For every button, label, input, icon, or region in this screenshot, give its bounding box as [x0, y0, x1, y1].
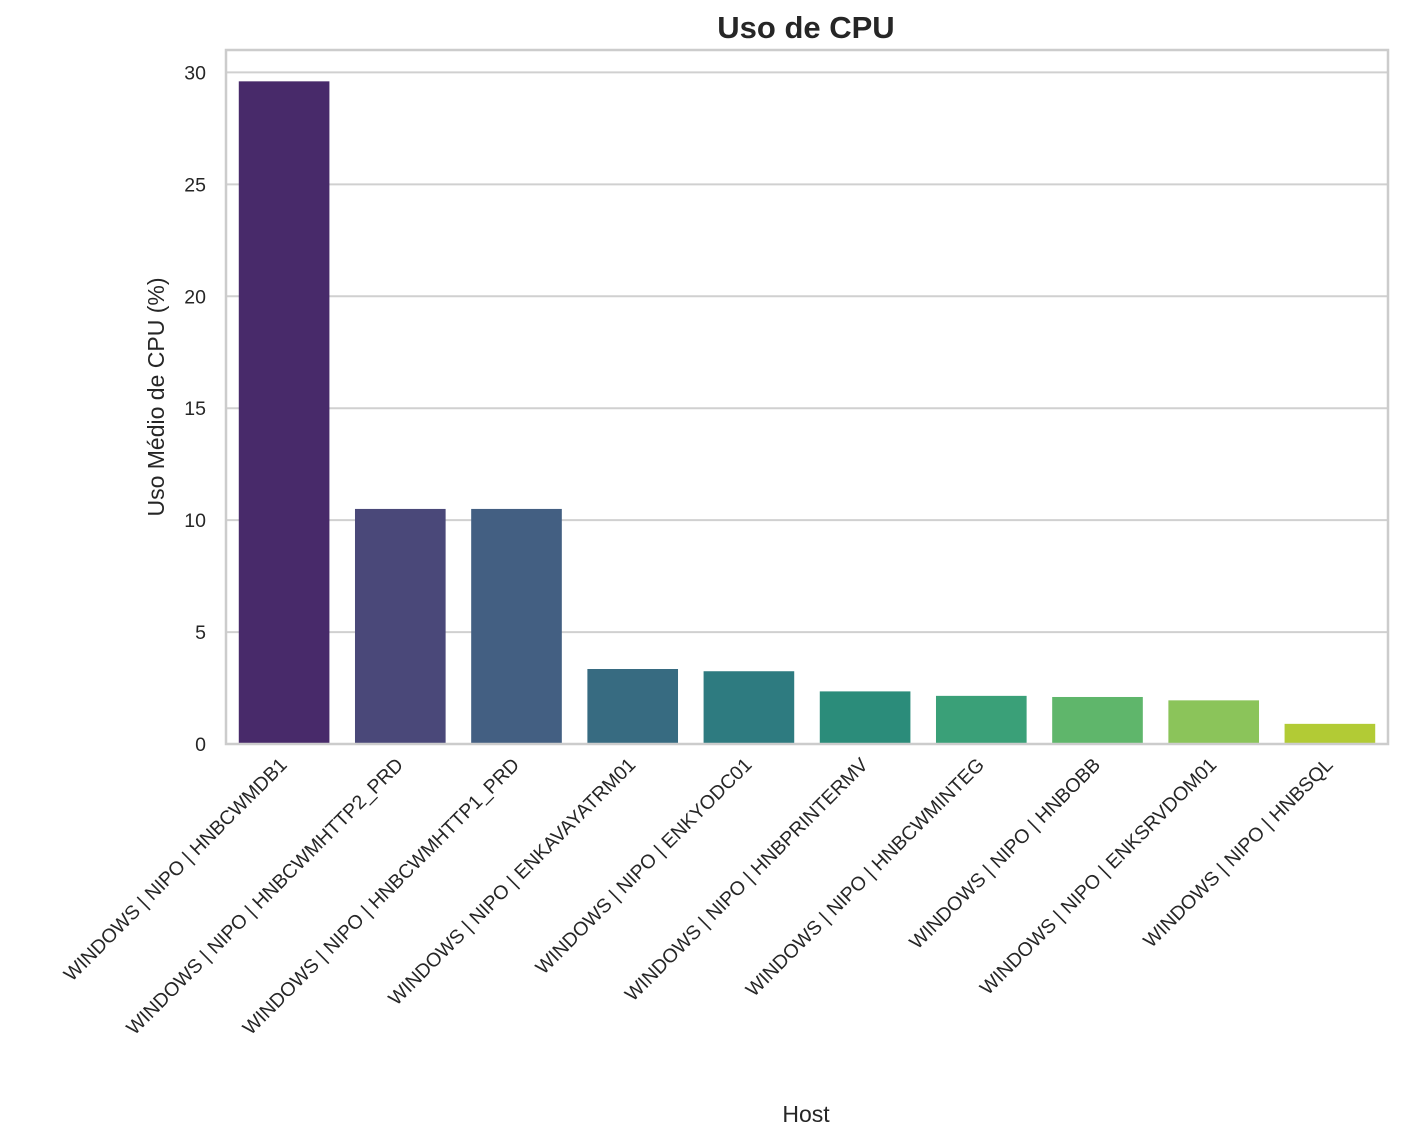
bar: [703, 671, 795, 744]
x-tick-label: WINDOWS | NIPO | ENKSRVDOM01: [976, 754, 1221, 999]
y-tick-label: 10: [184, 510, 206, 532]
x-tick-label: WINDOWS | NIPO | ENKYODC01: [531, 754, 756, 979]
bar: [471, 508, 562, 744]
chart-title: Uso de CPU: [717, 10, 894, 45]
x-tick-label: WINDOWS | NIPO | HNBSQL: [1139, 754, 1337, 952]
plot-frame: [224, 48, 1390, 746]
y-axis-label: Uso Médio de CPU (%): [143, 277, 169, 516]
bar: [1284, 723, 1376, 744]
y-tick-label: 5: [195, 622, 206, 644]
bar: [1168, 700, 1260, 744]
bar: [587, 669, 679, 744]
bar: [819, 691, 911, 744]
y-tick-label: 0: [195, 734, 206, 756]
bar: [935, 695, 1027, 744]
bars: [238, 81, 1376, 745]
y-tick-label: 20: [184, 286, 206, 308]
x-axis-label: Host: [782, 1101, 830, 1127]
bar: [238, 81, 330, 745]
y-tick-label: 15: [184, 398, 206, 420]
bar: [354, 508, 446, 744]
y-tick-labels: 0 5 10 15 20 25 30: [184, 62, 206, 756]
bar: [1052, 696, 1143, 744]
x-tick-labels: WINDOWS | NIPO | HNBCWMDB1 WINDOWS | NIPO…: [60, 754, 1338, 1040]
x-tick-label: WINDOWS | NIPO | HNBCWMINTEG: [742, 754, 989, 1001]
x-tick-label: WINDOWS | NIPO | HNBCWMDB1: [60, 754, 292, 986]
y-tick-label: 25: [184, 174, 206, 196]
x-tick-label: WINDOWS | NIPO | ENKAVAYATRM01: [384, 754, 640, 1010]
y-tick-label: 30: [184, 62, 206, 84]
x-tick-label: WINDOWS | NIPO | HNBPRINTERMV: [621, 754, 873, 1006]
x-tick-label: WINDOWS | NIPO | HNBOBB: [905, 754, 1105, 954]
